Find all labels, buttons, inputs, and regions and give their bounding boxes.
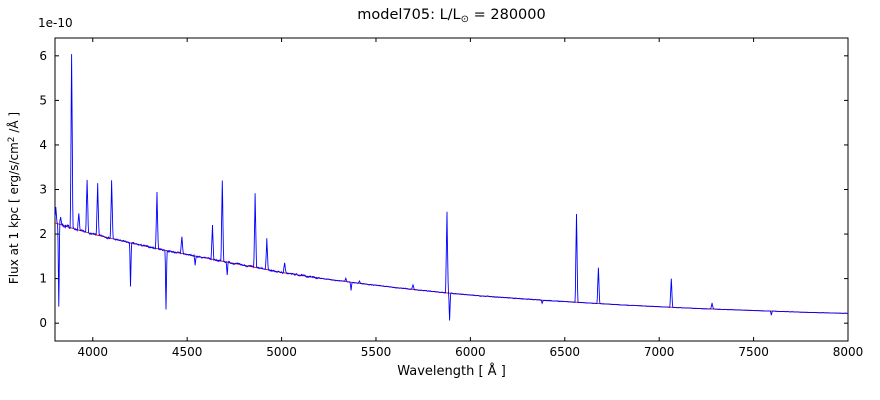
tick-labels: 4000 4500 5000 5500 6000 6500 7000 7500 8000 0 1 2 3… — [39, 49, 863, 359]
plot-title: model705: L/L⊙ = 280000 — [55, 7, 848, 25]
svg-text:6500: 6500 — [550, 345, 581, 359]
svg-text:3: 3 — [39, 183, 47, 197]
x-axis-label: Wavelength [ Å ] — [397, 364, 506, 379]
plot-title-value: = 280000 — [469, 7, 546, 23]
svg-text:7500: 7500 — [738, 345, 769, 359]
svg-text:6000: 6000 — [455, 345, 486, 359]
svg-text:4000: 4000 — [77, 345, 108, 359]
svg-text:8000: 8000 — [833, 345, 864, 359]
plot-title-text: model705: L/L — [357, 7, 461, 23]
svg-text:0: 0 — [39, 316, 47, 330]
continuum-line — [55, 222, 848, 314]
tick-marks — [55, 38, 849, 341]
axes-frame — [54, 37, 849, 342]
svg-text:1: 1 — [39, 272, 47, 286]
svg-text:4: 4 — [39, 138, 47, 152]
sun-symbol: ⊙ — [460, 14, 470, 25]
spectrum-line — [55, 54, 848, 321]
svg-text:2: 2 — [39, 227, 47, 241]
svg-text:5500: 5500 — [361, 345, 392, 359]
svg-text:5000: 5000 — [266, 345, 297, 359]
svg-text:5: 5 — [39, 93, 47, 107]
svg-text:7000: 7000 — [644, 345, 675, 359]
y-axis-offset-label: 1e-10 — [38, 16, 73, 30]
svg-text:6: 6 — [39, 49, 47, 63]
svg-text:4500: 4500 — [172, 345, 203, 359]
